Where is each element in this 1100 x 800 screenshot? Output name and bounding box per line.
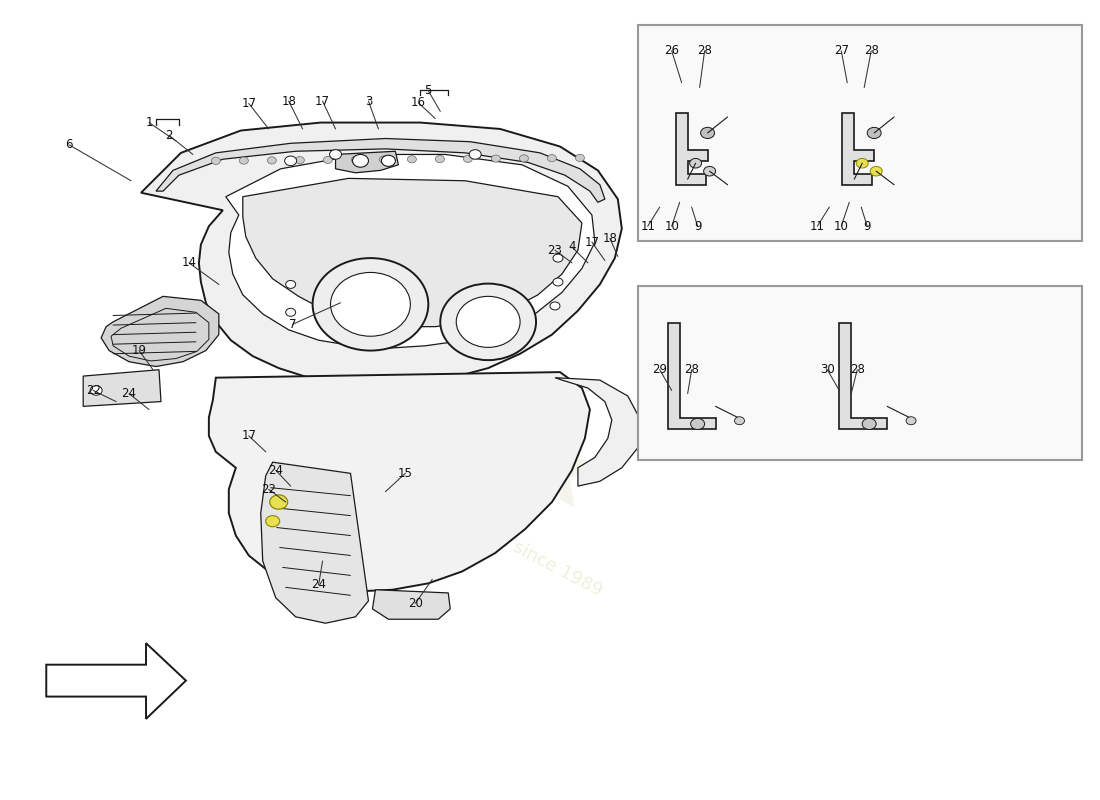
Polygon shape bbox=[843, 113, 874, 185]
Polygon shape bbox=[226, 154, 595, 348]
Circle shape bbox=[351, 156, 361, 163]
Text: 5: 5 bbox=[425, 84, 432, 97]
Text: 10: 10 bbox=[664, 220, 679, 233]
Text: 14: 14 bbox=[182, 256, 197, 270]
Circle shape bbox=[690, 158, 702, 168]
Circle shape bbox=[862, 418, 877, 430]
Text: 24: 24 bbox=[311, 578, 326, 591]
Text: 9: 9 bbox=[694, 220, 702, 233]
Circle shape bbox=[735, 417, 745, 425]
Text: 11: 11 bbox=[640, 220, 656, 233]
Text: 18: 18 bbox=[603, 232, 617, 245]
Text: 11: 11 bbox=[810, 220, 825, 233]
Circle shape bbox=[352, 154, 368, 167]
Circle shape bbox=[519, 154, 528, 162]
Polygon shape bbox=[46, 643, 186, 719]
Text: 1: 1 bbox=[145, 116, 153, 129]
Circle shape bbox=[211, 158, 220, 165]
Text: 29: 29 bbox=[652, 363, 668, 376]
Circle shape bbox=[548, 154, 557, 162]
Text: 4: 4 bbox=[569, 241, 575, 254]
Text: 22: 22 bbox=[86, 384, 101, 397]
Text: 15: 15 bbox=[398, 467, 412, 480]
Text: 20: 20 bbox=[408, 597, 422, 610]
Text: 6: 6 bbox=[66, 138, 73, 151]
Circle shape bbox=[266, 515, 279, 526]
Circle shape bbox=[323, 156, 332, 163]
Text: 27: 27 bbox=[834, 44, 849, 58]
Circle shape bbox=[870, 166, 882, 176]
Text: 19: 19 bbox=[132, 344, 146, 357]
Text: eurogfx: eurogfx bbox=[234, 275, 606, 525]
Circle shape bbox=[704, 166, 716, 176]
Circle shape bbox=[382, 155, 395, 166]
Circle shape bbox=[856, 158, 868, 168]
Text: 28: 28 bbox=[850, 363, 865, 376]
Text: 17: 17 bbox=[584, 236, 600, 249]
Circle shape bbox=[407, 156, 417, 163]
Circle shape bbox=[270, 495, 288, 510]
Bar bbox=[638, 286, 1081, 460]
Circle shape bbox=[553, 278, 563, 286]
Polygon shape bbox=[336, 151, 398, 173]
Circle shape bbox=[286, 281, 296, 288]
Text: 7: 7 bbox=[289, 318, 296, 330]
Circle shape bbox=[267, 157, 276, 164]
Text: 23: 23 bbox=[548, 244, 562, 257]
Circle shape bbox=[906, 417, 916, 425]
Circle shape bbox=[701, 127, 715, 138]
Polygon shape bbox=[156, 138, 605, 202]
Text: 28: 28 bbox=[864, 44, 879, 58]
Text: 10: 10 bbox=[834, 220, 849, 233]
Circle shape bbox=[691, 418, 705, 430]
Text: 2: 2 bbox=[165, 129, 173, 142]
Polygon shape bbox=[101, 296, 219, 366]
Text: 26: 26 bbox=[664, 44, 679, 58]
Text: 24: 24 bbox=[122, 387, 136, 400]
Text: 28: 28 bbox=[684, 363, 700, 376]
Circle shape bbox=[463, 155, 472, 162]
Polygon shape bbox=[675, 113, 707, 185]
Polygon shape bbox=[141, 122, 622, 384]
Circle shape bbox=[330, 150, 341, 159]
Circle shape bbox=[867, 127, 881, 138]
Text: 24: 24 bbox=[268, 464, 283, 477]
Circle shape bbox=[553, 254, 563, 262]
Circle shape bbox=[285, 156, 297, 166]
Text: 17: 17 bbox=[241, 97, 256, 110]
Circle shape bbox=[379, 156, 388, 163]
Polygon shape bbox=[84, 370, 161, 406]
Circle shape bbox=[331, 273, 410, 336]
Circle shape bbox=[296, 157, 305, 164]
Circle shape bbox=[550, 302, 560, 310]
Polygon shape bbox=[261, 462, 368, 623]
Circle shape bbox=[456, 296, 520, 347]
Text: 17: 17 bbox=[241, 430, 256, 442]
Polygon shape bbox=[243, 178, 582, 326]
Circle shape bbox=[90, 386, 102, 395]
Text: 9: 9 bbox=[864, 220, 871, 233]
Text: a passion for parts since 1989: a passion for parts since 1989 bbox=[355, 456, 605, 599]
Polygon shape bbox=[839, 322, 887, 429]
Circle shape bbox=[286, 308, 296, 316]
Circle shape bbox=[440, 284, 536, 360]
Bar bbox=[638, 26, 1081, 241]
Circle shape bbox=[575, 154, 584, 162]
Circle shape bbox=[312, 258, 428, 350]
Polygon shape bbox=[668, 322, 716, 429]
Text: 28: 28 bbox=[697, 44, 712, 58]
Text: 22: 22 bbox=[261, 482, 276, 496]
Circle shape bbox=[240, 157, 249, 164]
Polygon shape bbox=[556, 378, 641, 486]
Text: 18: 18 bbox=[282, 94, 296, 107]
Polygon shape bbox=[209, 372, 590, 591]
Text: 16: 16 bbox=[410, 96, 426, 109]
Circle shape bbox=[470, 150, 481, 159]
Text: 30: 30 bbox=[820, 363, 835, 376]
Polygon shape bbox=[373, 590, 450, 619]
Text: 17: 17 bbox=[315, 94, 330, 107]
Circle shape bbox=[492, 155, 500, 162]
Circle shape bbox=[436, 155, 444, 162]
Text: 3: 3 bbox=[365, 94, 372, 107]
